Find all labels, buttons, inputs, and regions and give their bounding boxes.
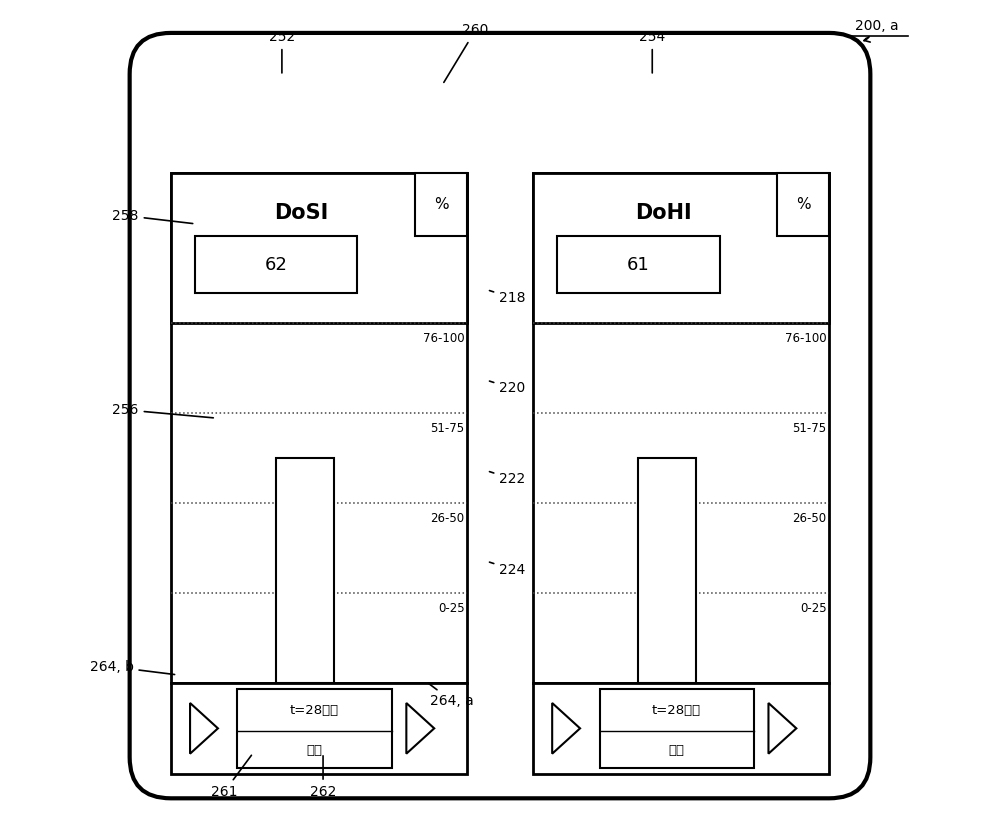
Bar: [533, 683, 829, 774]
Text: 258: 258: [112, 208, 193, 224]
Text: 264, b: 264, b: [90, 659, 175, 675]
Text: 0-25: 0-25: [438, 602, 465, 615]
Bar: [171, 683, 467, 774]
Bar: [195, 236, 357, 293]
Bar: [237, 689, 392, 768]
Text: DoSI: DoSI: [274, 203, 328, 224]
Text: %: %: [434, 197, 448, 212]
Text: 0-25: 0-25: [800, 602, 827, 615]
Text: 200, a: 200, a: [855, 19, 899, 40]
Bar: [638, 458, 696, 683]
Text: 26-50: 26-50: [430, 512, 465, 525]
Text: 61: 61: [627, 256, 649, 274]
Text: 51-75: 51-75: [793, 422, 827, 435]
Bar: [276, 458, 334, 683]
Bar: [171, 173, 467, 683]
Text: t=28分钟: t=28分钟: [290, 704, 339, 717]
Text: 26-50: 26-50: [793, 512, 827, 525]
Bar: [171, 173, 467, 323]
Text: 262: 262: [310, 756, 336, 799]
Text: 252: 252: [269, 30, 295, 73]
Text: 256: 256: [112, 402, 213, 418]
Text: 261: 261: [211, 756, 251, 799]
Text: 224: 224: [489, 562, 525, 577]
Text: 254: 254: [639, 30, 665, 73]
Text: 220: 220: [489, 381, 525, 396]
Bar: [600, 689, 754, 768]
Bar: [777, 173, 829, 236]
Text: 218: 218: [489, 291, 526, 305]
Text: 264, a: 264, a: [428, 683, 474, 709]
Bar: [533, 173, 829, 323]
Text: 260: 260: [444, 23, 488, 82]
FancyBboxPatch shape: [130, 33, 870, 798]
Text: 51-75: 51-75: [430, 422, 465, 435]
Text: 222: 222: [489, 472, 525, 486]
Text: 76-100: 76-100: [785, 332, 827, 346]
Bar: [557, 236, 720, 293]
Text: %: %: [796, 197, 811, 212]
Text: t=28分钟: t=28分钟: [652, 704, 701, 717]
Bar: [533, 173, 829, 683]
Text: 单位: 单位: [669, 744, 685, 757]
Text: 76-100: 76-100: [423, 332, 465, 346]
Text: 62: 62: [265, 256, 287, 274]
Text: 单位: 单位: [306, 744, 322, 757]
Bar: [415, 173, 467, 236]
Text: DoHI: DoHI: [635, 203, 692, 224]
